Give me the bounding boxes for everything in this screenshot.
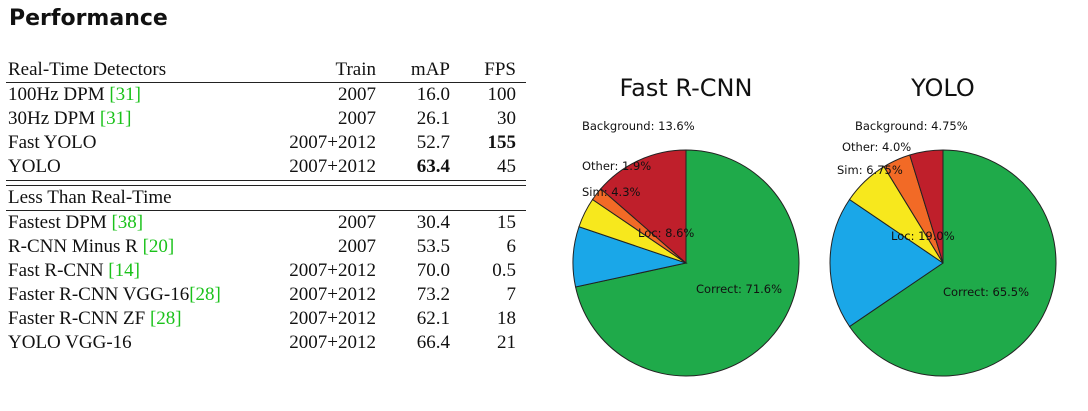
citation-ref: [38] [111, 212, 144, 233]
train-cell: 2007+2012 [289, 260, 376, 281]
fps-cell: 155 [487, 132, 517, 153]
chart-title-fast-rcnn: Fast R-CNN [620, 74, 753, 102]
detector-label: Faster R-CNN ZF [8, 308, 150, 329]
detector-name: Fast R-CNN [14] [8, 259, 140, 283]
fps-cell: 100 [487, 84, 517, 105]
pie-slice [600, 149, 687, 265]
train-cell: 2007+2012 [289, 156, 376, 177]
citation-ref: [20] [142, 236, 175, 257]
fps-cell: 30 [497, 108, 516, 129]
fps-cell: 15 [497, 212, 516, 233]
detector-name: YOLO VGG-16 [8, 331, 132, 355]
fps-cell: 0.5 [492, 260, 516, 281]
detector-label: Fastest DPM [8, 212, 112, 233]
detector-name: Fast YOLO [8, 131, 97, 155]
map-cell: 63.4 [416, 156, 450, 177]
train-cell: 2007+2012 [289, 132, 376, 153]
performance-table: Real-Time Detectors Train mAP FPS 100Hz … [6, 58, 526, 355]
less-than-real-time-rows: Fastest DPM [38] 2007 30.4 15 R-CNN Minus R … [6, 211, 526, 355]
citation-ref: [28] [189, 284, 221, 305]
section-title: Less Than Real-Time [8, 187, 172, 208]
slice-label: Correct: 65.5% [943, 285, 1029, 299]
table-row: Fast R-CNN [14] 2007+2012 70.0 0.5 [6, 259, 526, 283]
train-cell: 2007 [338, 236, 376, 257]
detector-label: 100Hz DPM [8, 84, 110, 105]
detector-name: YOLO [8, 155, 61, 179]
detector-label: Fast R-CNN [8, 260, 109, 281]
detector-label: YOLO VGG-16 [8, 332, 132, 353]
train-cell: 2007+2012 [289, 332, 376, 353]
fps-cell: 18 [497, 308, 516, 329]
map-cell: 70.0 [416, 260, 450, 281]
header-map: mAP [410, 59, 450, 80]
slice-label: Loc: 19.0% [891, 229, 955, 243]
detector-label: Fast YOLO [8, 132, 97, 153]
train-cell: 2007+2012 [289, 284, 376, 305]
table-row: YOLO VGG-16 2007+2012 66.4 21 [6, 331, 526, 355]
citation-ref: [31] [109, 84, 141, 105]
fps-cell: 6 [506, 236, 517, 257]
table-row: Faster R-CNN ZF [28] 2007+2012 62.1 18 [6, 307, 526, 331]
table-row: 100Hz DPM [31] 2007 16.0 100 [6, 83, 526, 107]
detector-label: 30Hz DPM [8, 108, 100, 129]
map-cell: 73.2 [416, 284, 450, 305]
pie-slice [829, 198, 944, 328]
table-row: Fast YOLO 2007+2012 52.7 155 [6, 131, 526, 155]
map-cell: 26.1 [416, 108, 450, 129]
table-row: Faster R-CNN VGG-16[28] 2007+2012 73.2 7 [6, 283, 526, 307]
pie-slice [909, 149, 944, 264]
detector-name: Faster R-CNN ZF [28] [8, 307, 182, 331]
page-title: Performance [9, 6, 168, 31]
slice-label: Other: 1.9% [582, 159, 651, 173]
section-header-row: Less Than Real-Time [6, 186, 526, 211]
pie-charts: Fast R-CNN Correct: 71.6% Loc: 8.6% Sim: 4… [572, 74, 1057, 377]
table-row: R-CNN Minus R [20] 2007 53.5 6 [6, 235, 526, 259]
map-cell: 52.7 [416, 132, 450, 153]
map-cell: 66.4 [416, 332, 450, 353]
train-cell: 2007 [338, 212, 376, 233]
header-train: Train [335, 59, 376, 80]
pie-chart-fast-rcnn: Fast R-CNN Correct: 71.6% Loc: 8.6% Sim: 4… [572, 74, 800, 377]
detector-name: Fastest DPM [38] [8, 211, 143, 235]
detector-label: Faster R-CNN VGG-16 [8, 284, 190, 305]
slice-label: Background: 13.6% [582, 119, 695, 133]
pie-slice [848, 149, 1057, 377]
citation-ref: [28] [149, 308, 182, 329]
slice-label: Correct: 71.6% [696, 282, 782, 296]
detector-name: R-CNN Minus R [20] [8, 235, 174, 259]
chart-title-yolo: YOLO [910, 74, 975, 102]
table-row: Fastest DPM [38] 2007 30.4 15 [6, 211, 526, 235]
map-cell: 62.1 [416, 308, 450, 329]
real-time-rows: 100Hz DPM [31] 2007 16.0 100 30Hz DPM [31] 20… [6, 83, 526, 179]
train-cell: 2007 [338, 108, 376, 129]
detector-name: Faster R-CNN VGG-16[28] [8, 283, 221, 307]
detector-label: R-CNN Minus R [8, 236, 143, 257]
table-row: YOLO 2007+2012 63.4 45 [6, 155, 526, 179]
slice-label: Loc: 8.6% [638, 226, 694, 240]
train-cell: 2007+2012 [289, 308, 376, 329]
citation-ref: [31] [99, 108, 132, 129]
pie-chart-yolo: YOLO Correct: 65.5% Loc: 19.0% Sim: 6.75% O… [829, 74, 1057, 377]
slice-label: Sim: 6.75% [837, 163, 903, 177]
map-cell: 16.0 [416, 84, 450, 105]
header-detectors: Real-Time Detectors [8, 59, 167, 80]
train-cell: 2007 [338, 84, 376, 105]
table-header-row: Real-Time Detectors Train mAP FPS [6, 58, 526, 83]
detector-label: YOLO [8, 156, 61, 177]
header-fps: FPS [484, 59, 516, 80]
map-cell: 53.5 [416, 236, 450, 257]
fps-cell: 45 [497, 156, 516, 177]
slice-label: Sim: 4.3% [582, 185, 641, 199]
detector-name: 30Hz DPM [31] [8, 107, 132, 131]
section-divider [6, 180, 526, 186]
table-row: 30Hz DPM [31] 2007 26.1 30 [6, 107, 526, 131]
citation-ref: [14] [108, 260, 140, 281]
slice-label: Background: 4.75% [855, 119, 968, 133]
map-cell: 30.4 [416, 212, 450, 233]
fps-cell: 7 [506, 284, 517, 305]
fps-cell: 21 [497, 332, 516, 353]
slice-label: Other: 4.0% [842, 140, 911, 154]
detector-name: 100Hz DPM [31] [8, 83, 141, 107]
